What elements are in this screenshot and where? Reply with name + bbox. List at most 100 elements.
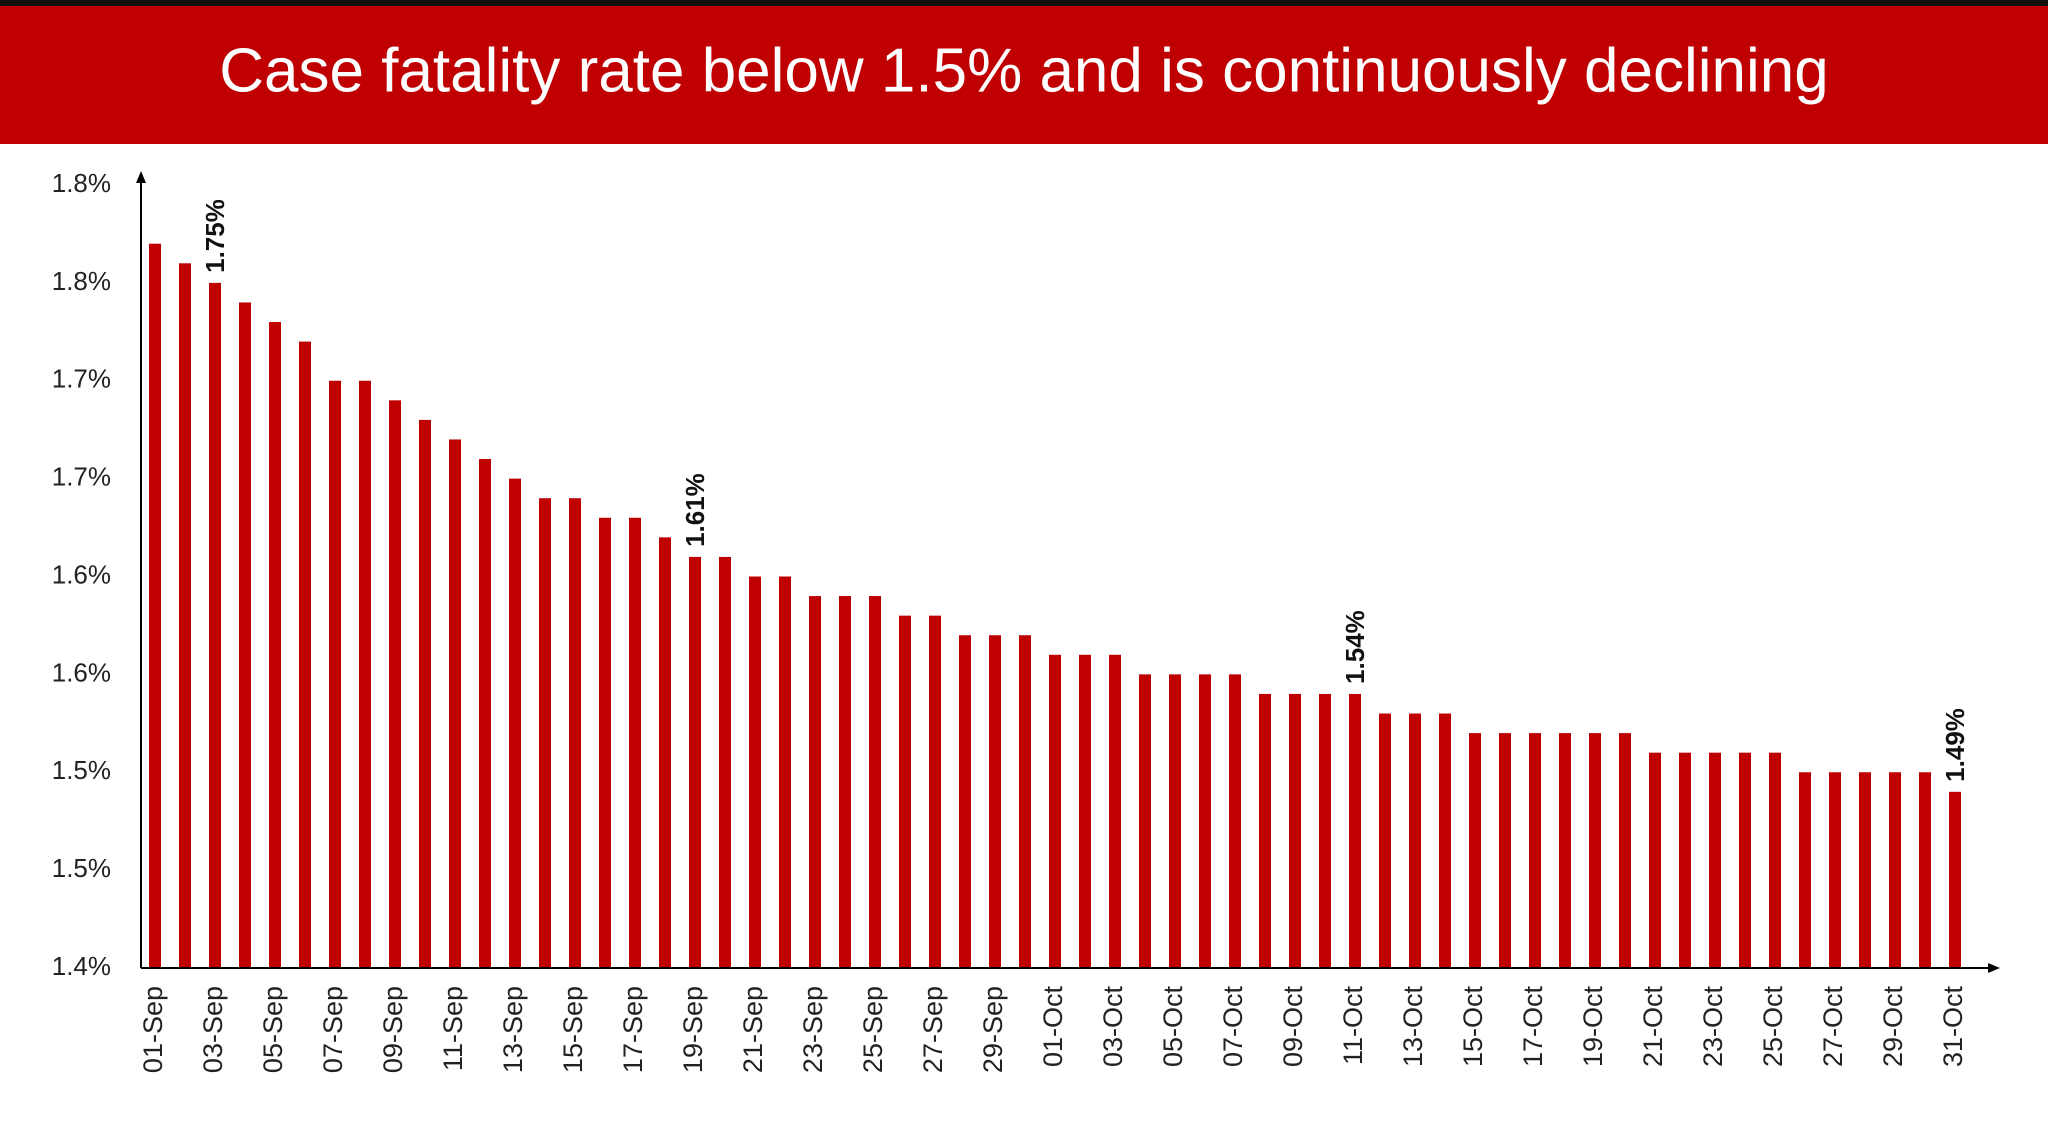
bar <box>1079 654 1091 968</box>
y-tick-label: 1.6% <box>52 559 111 589</box>
bar <box>1049 654 1061 968</box>
bar <box>1769 752 1781 968</box>
bar <box>809 596 821 968</box>
bar <box>1919 772 1931 968</box>
bar <box>659 537 671 968</box>
x-tick-label: 13-Sep <box>498 986 528 1073</box>
bar <box>419 419 431 968</box>
bar <box>1259 693 1271 968</box>
bar <box>539 498 551 968</box>
x-tick-label: 31-Oct <box>1938 986 1968 1068</box>
top-border <box>0 0 2048 6</box>
bar <box>1859 772 1871 968</box>
bar <box>1289 693 1301 968</box>
bar <box>389 400 401 968</box>
bar <box>1709 752 1721 968</box>
bar <box>1649 752 1661 968</box>
x-tick-label: 15-Sep <box>558 986 588 1073</box>
x-tick-label: 19-Sep <box>678 986 708 1073</box>
x-tick-label: 23-Sep <box>798 986 828 1073</box>
x-tick-label: 05-Oct <box>1158 986 1188 1068</box>
x-tick-label: 21-Oct <box>1638 986 1668 1068</box>
y-tick-label: 1.6% <box>52 657 111 687</box>
bar <box>1139 674 1151 968</box>
y-axis-arrow <box>136 171 146 183</box>
bar <box>1829 772 1841 968</box>
y-tick-label: 1.7% <box>52 364 111 394</box>
data-label: 1.54% <box>1340 610 1370 684</box>
title-bar <box>0 6 2048 144</box>
bar <box>1739 752 1751 968</box>
bar <box>1469 733 1481 968</box>
x-tick-label: 27-Sep <box>918 986 948 1073</box>
bar <box>1559 733 1571 968</box>
x-tick-label: 29-Sep <box>978 986 1008 1073</box>
bar <box>599 517 611 968</box>
y-tick-label: 1.8% <box>52 266 111 296</box>
x-tick-label: 09-Oct <box>1278 986 1308 1068</box>
x-tick-label: 15-Oct <box>1458 986 1488 1068</box>
x-tick-label: 17-Oct <box>1518 986 1548 1068</box>
y-tick-label: 1.5% <box>52 853 111 883</box>
data-label: 1.49% <box>1940 708 1970 782</box>
x-tick-label: 07-Oct <box>1218 986 1248 1068</box>
bar <box>239 302 251 968</box>
bar <box>449 439 461 969</box>
y-tick-label: 1.8% <box>52 168 111 198</box>
bar <box>509 478 521 968</box>
bar <box>1319 693 1331 968</box>
x-tick-label: 11-Oct <box>1338 986 1368 1066</box>
bar <box>179 263 191 968</box>
x-tick-label: 01-Sep <box>138 986 168 1073</box>
x-tick-label: 03-Oct <box>1098 986 1128 1068</box>
bar <box>1019 635 1031 968</box>
bar <box>779 576 791 968</box>
bar <box>1439 713 1451 968</box>
bar <box>149 243 161 969</box>
bar <box>1379 713 1391 968</box>
bar <box>989 635 1001 968</box>
bar <box>629 517 641 968</box>
x-tick-label: 25-Sep <box>858 986 888 1073</box>
bar <box>209 282 221 968</box>
y-tick-label: 1.5% <box>52 755 111 785</box>
bar <box>1679 752 1691 968</box>
x-tick-label: 21-Sep <box>738 986 768 1073</box>
bar <box>1589 733 1601 968</box>
x-tick-label: 03-Sep <box>198 986 228 1073</box>
bar <box>569 498 581 968</box>
x-tick-label: 17-Sep <box>618 986 648 1073</box>
x-tick-label: 29-Oct <box>1878 986 1908 1068</box>
bar <box>929 615 941 968</box>
bar <box>1949 791 1961 968</box>
x-tick-label: 07-Sep <box>318 986 348 1073</box>
bar <box>1169 674 1181 968</box>
bar <box>269 322 281 968</box>
bar <box>1229 674 1241 968</box>
bar <box>869 596 881 968</box>
x-tick-label: 13-Oct <box>1398 986 1428 1068</box>
bar <box>1499 733 1511 968</box>
y-tick-label: 1.7% <box>52 462 111 492</box>
bar <box>1349 693 1361 968</box>
bar <box>1199 674 1211 968</box>
bar <box>719 556 731 968</box>
x-axis-arrow <box>1988 963 2000 973</box>
bar <box>1799 772 1811 968</box>
bar <box>299 341 311 969</box>
data-label: 1.75% <box>200 199 230 273</box>
bar <box>1109 654 1121 968</box>
x-tick-label: 23-Oct <box>1698 986 1728 1068</box>
y-tick-label: 1.4% <box>52 951 111 981</box>
bar <box>479 459 491 968</box>
bar <box>1889 772 1901 968</box>
bar <box>359 380 371 968</box>
x-tick-label: 09-Sep <box>378 986 408 1073</box>
x-tick-label: 01-Oct <box>1038 986 1068 1068</box>
x-tick-label: 05-Sep <box>258 986 288 1073</box>
x-tick-label: 11-Sep <box>438 986 468 1071</box>
bar <box>329 380 341 968</box>
x-tick-label: 27-Oct <box>1818 986 1848 1068</box>
chart-title: Case fatality rate below 1.5% and is con… <box>219 36 1829 105</box>
